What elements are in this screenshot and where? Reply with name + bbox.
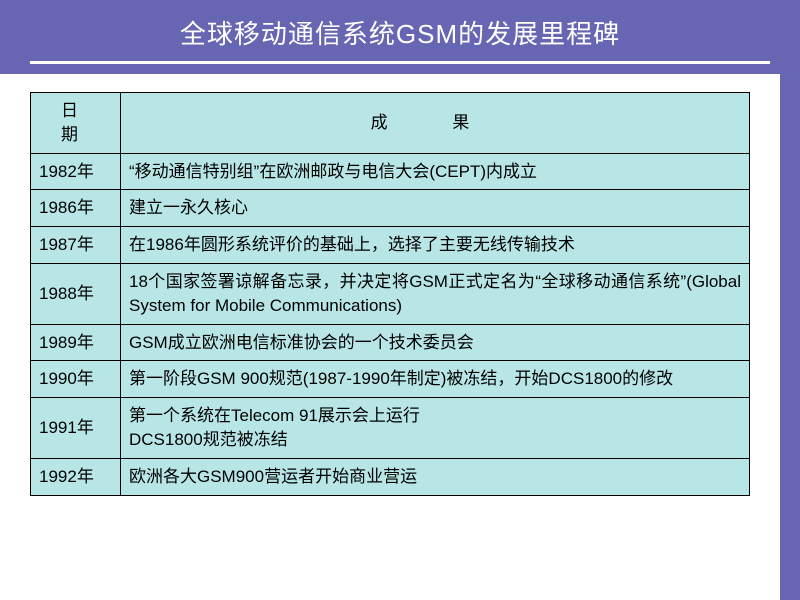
cell-result: 欧洲各大GSM900营运者开始商业营运 [121, 458, 750, 495]
right-accent-bar [780, 74, 800, 600]
table-row: 1987年 在1986年圆形系统评价的基础上，选择了主要无线传输技术 [31, 227, 750, 264]
cell-result: 在1986年圆形系统评价的基础上，选择了主要无线传输技术 [121, 227, 750, 264]
table-body: 1982年 “移动通信特别组”在欧洲邮政与电信大会(CEPT)内成立 1986年… [31, 153, 750, 495]
cell-date: 1982年 [31, 153, 121, 190]
content-area: 日 期 成 果 1982年 “移动通信特别组”在欧洲邮政与电信大会(CEPT)内… [0, 74, 800, 600]
table-row: 1990年 第一阶段GSM 900规范(1987-1990年制定)被冻结，开始D… [31, 361, 750, 398]
milestone-table: 日 期 成 果 1982年 “移动通信特别组”在欧洲邮政与电信大会(CEPT)内… [30, 92, 750, 496]
cell-result: GSM成立欧洲电信标准协会的一个技术委员会 [121, 324, 750, 361]
cell-result: 第一阶段GSM 900规范(1987-1990年制定)被冻结，开始DCS1800… [121, 361, 750, 398]
cell-result: “移动通信特别组”在欧洲邮政与电信大会(CEPT)内成立 [121, 153, 750, 190]
slide-header: 全球移动通信系统GSM的发展里程碑 [0, 0, 800, 74]
cell-date: 1989年 [31, 324, 121, 361]
table-row: 1986年 建立一永久核心 [31, 190, 750, 227]
slide-container: 全球移动通信系统GSM的发展里程碑 日 期 成 果 1982年 “移动通信特别组… [0, 0, 800, 600]
cell-date: 1990年 [31, 361, 121, 398]
table-row: 1989年 GSM成立欧洲电信标准协会的一个技术委员会 [31, 324, 750, 361]
table-row: 1982年 “移动通信特别组”在欧洲邮政与电信大会(CEPT)内成立 [31, 153, 750, 190]
table-row: 1988年 18个国家签署谅解备忘录，并决定将GSM正式定名为“全球移动通信系统… [31, 263, 750, 324]
cell-result: 第一个系统在Telecom 91展示会上运行DCS1800规范被冻结 [121, 398, 750, 459]
cell-date: 1988年 [31, 263, 121, 324]
table-row: 1992年 欧洲各大GSM900营运者开始商业营运 [31, 458, 750, 495]
header-underline [30, 61, 770, 64]
cell-result: 建立一永久核心 [121, 190, 750, 227]
cell-date: 1991年 [31, 398, 121, 459]
table-row: 1991年 第一个系统在Telecom 91展示会上运行DCS1800规范被冻结 [31, 398, 750, 459]
column-header-date: 日 期 [31, 93, 121, 154]
column-header-result: 成 果 [121, 93, 750, 154]
cell-date: 1986年 [31, 190, 121, 227]
cell-date: 1992年 [31, 458, 121, 495]
cell-date: 1987年 [31, 227, 121, 264]
page-title: 全球移动通信系统GSM的发展里程碑 [0, 14, 800, 51]
main-content: 日 期 成 果 1982年 “移动通信特别组”在欧洲邮政与电信大会(CEPT)内… [0, 74, 780, 600]
cell-result: 18个国家签署谅解备忘录，并决定将GSM正式定名为“全球移动通信系统”(Glob… [121, 263, 750, 324]
table-header-row: 日 期 成 果 [31, 93, 750, 154]
